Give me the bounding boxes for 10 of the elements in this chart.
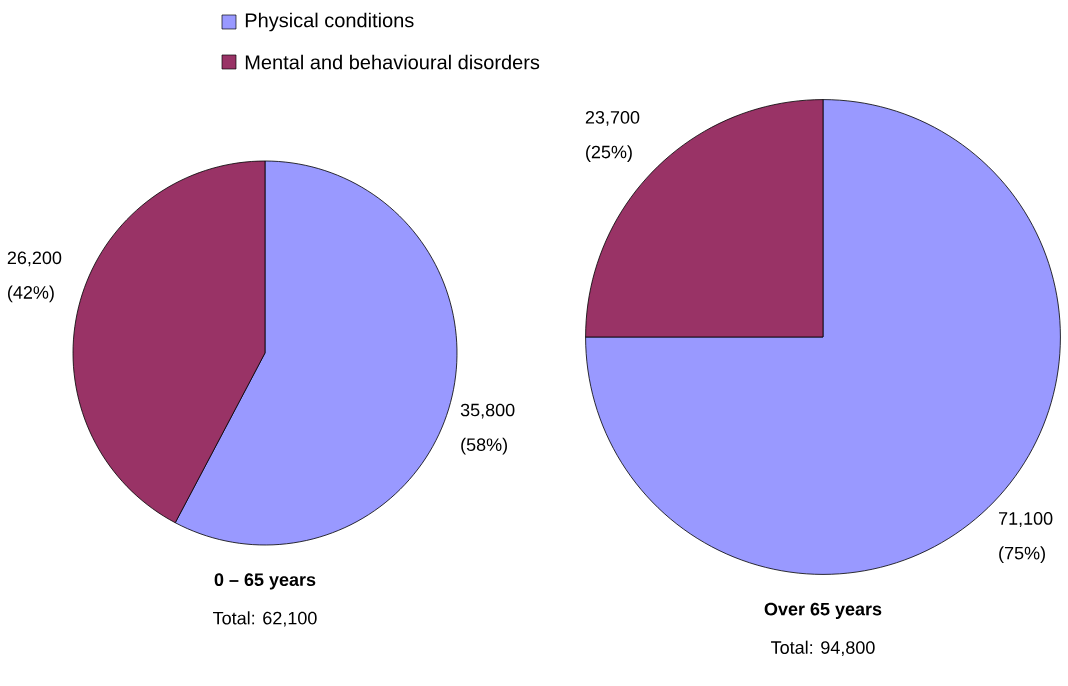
text: Over 65 years (764, 602, 882, 619)
data-label: 71,100 (75%) (998, 512, 1053, 564)
data-label: 26,200 (42%) (7, 251, 62, 303)
text: Total: 62,100 (213, 611, 317, 627)
text: 0 – 65 years (214, 573, 316, 590)
text: Total: 94,800 (771, 640, 875, 657)
data-label: 35,800 (58%) (460, 403, 515, 455)
legend-label: Physical conditions (245, 12, 414, 32)
legend-label: Mental and behavioural disorders (245, 54, 540, 70)
data-label: 23,700 (25%) (585, 110, 640, 162)
